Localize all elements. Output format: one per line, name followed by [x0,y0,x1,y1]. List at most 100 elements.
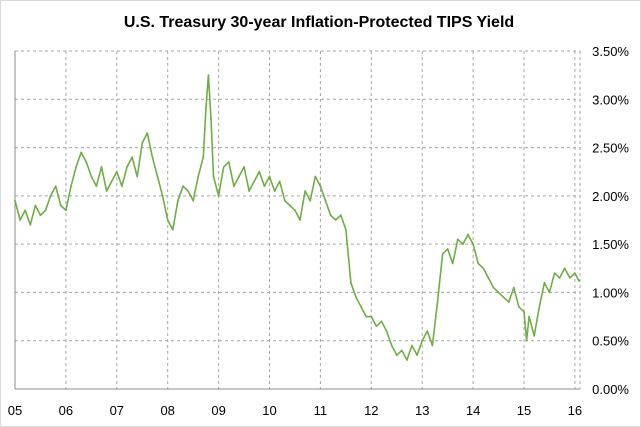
data-point [70,185,72,188]
y-tick-label: 2.50% [592,141,629,156]
data-point [324,199,327,202]
data-point [451,262,454,265]
series-layer [14,74,580,361]
x-tick-label: 10 [262,403,276,418]
data-point [151,156,154,159]
data-point [436,301,439,303]
data-point [289,204,291,207]
data-point [339,214,342,217]
data-point [574,272,576,274]
x-tick-label: 12 [364,403,378,418]
data-point [482,267,485,270]
y-tick-label: 1.00% [592,285,629,300]
data-point [177,199,179,202]
data-point [34,204,37,207]
x-tick-label: 15 [517,403,531,418]
data-point [578,279,580,282]
data-point [395,354,398,357]
data-point [268,175,271,178]
data-point [141,141,144,144]
gridlines [15,50,581,389]
data-point [380,320,383,323]
x-tick-label: 16 [568,403,582,418]
data-point [197,175,200,178]
x-tick-label: 05 [8,403,22,418]
data-point [136,175,139,178]
data-point [182,185,184,188]
data-point [222,166,225,168]
data-point [44,209,47,212]
data-point [507,301,510,303]
data-point [518,306,520,308]
x-axis-tick-labels: 05 06 07 08 09 10 11 12 13 14 15 16 [8,403,582,418]
data-point [258,170,261,173]
data-point [411,344,413,347]
data-point [273,190,276,192]
data-point [360,306,362,308]
data-point [121,185,123,188]
data-point [299,219,301,221]
data-point [563,267,566,270]
data-point [253,180,256,183]
data-point [426,330,429,332]
data-point [24,209,27,212]
y-axis-tick-labels: 0.00% 0.50% 1.00% 1.50% 2.00% 2.50% 3.00% 3.50% [592,44,629,397]
data-point [523,310,525,313]
data-point [525,339,528,342]
y-tick-label: 3.00% [592,92,629,107]
data-point [210,117,212,120]
x-tick-label: 13 [415,403,429,418]
data-point [75,166,77,168]
y-tick-label: 1.50% [592,237,629,252]
y-tick-label: 2.00% [592,189,629,204]
data-point [202,156,205,159]
data-point [314,175,317,178]
data-point [421,339,424,342]
data-point [406,359,408,361]
data-point [441,252,444,255]
data-point [533,335,536,337]
data-point [553,272,556,274]
data-point [248,190,251,192]
data-point [80,151,83,154]
x-tick-label: 06 [59,403,73,418]
data-point [217,195,220,197]
data-point [233,185,235,188]
data-point [543,281,546,284]
data-point [467,233,469,236]
data-point [492,286,495,289]
data-point [131,156,134,159]
data-point [161,195,164,197]
data-point [212,175,215,178]
data-point [568,277,571,279]
data-point [243,166,246,168]
data-point [355,296,357,299]
y-tick-label: 0.00% [592,382,629,397]
data-point [528,315,530,318]
data-point [319,185,322,188]
data-point [390,344,393,347]
data-point [227,161,230,164]
x-tick-label: 11 [314,403,328,418]
data-point [365,315,368,318]
data-point [375,325,378,328]
data-point [477,262,480,265]
data-point [502,296,505,299]
data-point [90,175,93,178]
data-point [49,195,52,197]
data-point [294,209,296,212]
data-point [558,277,561,279]
data-point [39,214,42,217]
series-line-tips-yield [14,74,580,361]
data-point [431,344,434,347]
data-point [171,228,174,231]
x-tick-label: 08 [160,403,174,418]
data-point [85,161,88,164]
data-point [385,330,388,332]
chart-title: U.S. Treasury 30-year Inflation-Protecte… [124,14,514,31]
data-point [110,180,113,183]
data-point [95,185,98,188]
data-point [512,286,515,289]
